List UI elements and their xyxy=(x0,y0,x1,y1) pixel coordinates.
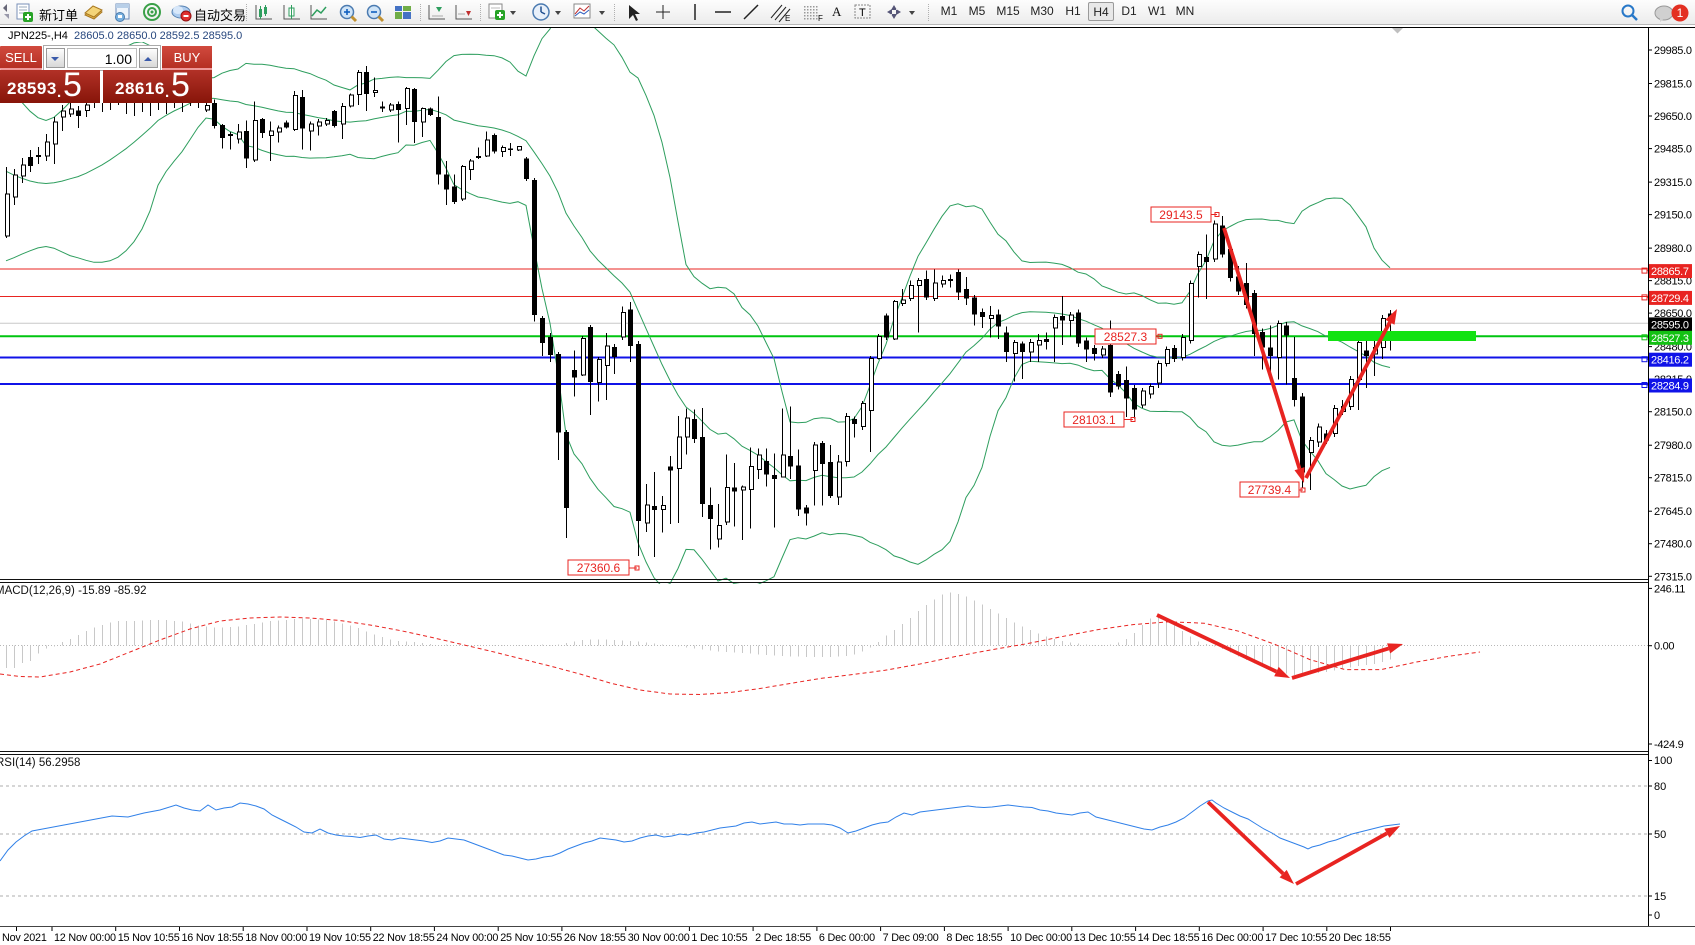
svg-text:1: 1 xyxy=(1677,6,1684,20)
svg-text:246.11: 246.11 xyxy=(1654,583,1685,595)
svg-text:25 Nov 10:55: 25 Nov 10:55 xyxy=(500,932,562,944)
svg-text:27645.0: 27645.0 xyxy=(1654,506,1692,518)
svg-text:13 Dec 10:55: 13 Dec 10:55 xyxy=(1074,932,1136,944)
svg-text:29315.0: 29315.0 xyxy=(1654,177,1692,189)
svg-text:80: 80 xyxy=(1654,781,1666,793)
svg-text:27815.0: 27815.0 xyxy=(1654,473,1692,485)
svg-text:24 Nov 00:00: 24 Nov 00:00 xyxy=(436,932,498,944)
svg-text:28595.0: 28595.0 xyxy=(1651,319,1689,331)
svg-text:27739.4: 27739.4 xyxy=(1248,483,1292,497)
svg-text:100: 100 xyxy=(1654,755,1672,767)
svg-text:27315.0: 27315.0 xyxy=(1654,571,1692,583)
svg-text:27360.6: 27360.6 xyxy=(577,561,621,575)
svg-text:F: F xyxy=(818,14,823,23)
svg-text:Nov 2021: Nov 2021 xyxy=(2,932,47,944)
svg-text:28150.0: 28150.0 xyxy=(1654,407,1692,419)
svg-text:28865.7: 28865.7 xyxy=(1651,266,1689,278)
svg-text:15: 15 xyxy=(1654,891,1666,903)
svg-text:7 Dec 09:00: 7 Dec 09:00 xyxy=(883,932,939,944)
svg-text:29650.0: 29650.0 xyxy=(1654,111,1692,123)
svg-text:2 Dec 18:55: 2 Dec 18:55 xyxy=(755,932,811,944)
svg-text:28284.9: 28284.9 xyxy=(1651,381,1689,393)
svg-text:MACD(12,26,9) -15.89 -85.92: MACD(12,26,9) -15.89 -85.92 xyxy=(0,585,147,597)
svg-text:27980.0: 27980.0 xyxy=(1654,440,1692,452)
svg-text:28527.3: 28527.3 xyxy=(1104,330,1148,344)
svg-text:29485.0: 29485.0 xyxy=(1654,144,1692,156)
svg-text:28103.1: 28103.1 xyxy=(1072,413,1116,427)
svg-text:-424.9: -424.9 xyxy=(1654,739,1684,751)
svg-text:19 Nov 10:55: 19 Nov 10:55 xyxy=(309,932,371,944)
svg-text:22 Nov 18:55: 22 Nov 18:55 xyxy=(373,932,435,944)
svg-text:14 Dec 18:55: 14 Dec 18:55 xyxy=(1138,932,1200,944)
svg-text:15 Nov 10:55: 15 Nov 10:55 xyxy=(118,932,180,944)
svg-text:28980.0: 28980.0 xyxy=(1654,243,1692,255)
svg-text:29150.0: 29150.0 xyxy=(1654,210,1692,222)
svg-text:17 Dec 10:55: 17 Dec 10:55 xyxy=(1265,932,1327,944)
svg-text:28416.2: 28416.2 xyxy=(1651,355,1689,367)
svg-text:28815.0: 28815.0 xyxy=(1654,276,1692,288)
svg-text:29815.0: 29815.0 xyxy=(1654,79,1692,91)
svg-text:8 Dec 18:55: 8 Dec 18:55 xyxy=(946,932,1002,944)
svg-text:16 Nov 18:55: 16 Nov 18:55 xyxy=(182,932,244,944)
svg-text:29985.0: 29985.0 xyxy=(1654,45,1692,57)
svg-text:1 Dec 10:55: 1 Dec 10:55 xyxy=(691,932,747,944)
svg-text:12 Nov 00:00: 12 Nov 00:00 xyxy=(54,932,116,944)
svg-text:26 Nov 18:55: 26 Nov 18:55 xyxy=(564,932,626,944)
svg-text:6 Dec 00:00: 6 Dec 00:00 xyxy=(819,932,875,944)
svg-text:RSI(14) 56.2958: RSI(14) 56.2958 xyxy=(0,757,80,769)
svg-text:16 Dec 00:00: 16 Dec 00:00 xyxy=(1201,932,1263,944)
svg-text:28650.0: 28650.0 xyxy=(1654,308,1692,320)
svg-text:29143.5: 29143.5 xyxy=(1159,208,1203,222)
svg-text:10 Dec 00:00: 10 Dec 00:00 xyxy=(1010,932,1072,944)
svg-text:28527.3: 28527.3 xyxy=(1651,333,1689,345)
svg-text:28729.4: 28729.4 xyxy=(1651,293,1689,305)
svg-text:18 Nov 00:00: 18 Nov 00:00 xyxy=(245,932,307,944)
svg-text:T: T xyxy=(859,7,866,19)
svg-text:27480.0: 27480.0 xyxy=(1654,539,1692,551)
svg-text:0: 0 xyxy=(1654,910,1660,922)
svg-text:20 Dec 18:55: 20 Dec 18:55 xyxy=(1329,932,1391,944)
svg-text:30 Nov 00:00: 30 Nov 00:00 xyxy=(628,932,690,944)
svg-text:50: 50 xyxy=(1654,829,1666,841)
svg-text:E: E xyxy=(785,14,790,23)
svg-text:0.00: 0.00 xyxy=(1654,641,1674,653)
